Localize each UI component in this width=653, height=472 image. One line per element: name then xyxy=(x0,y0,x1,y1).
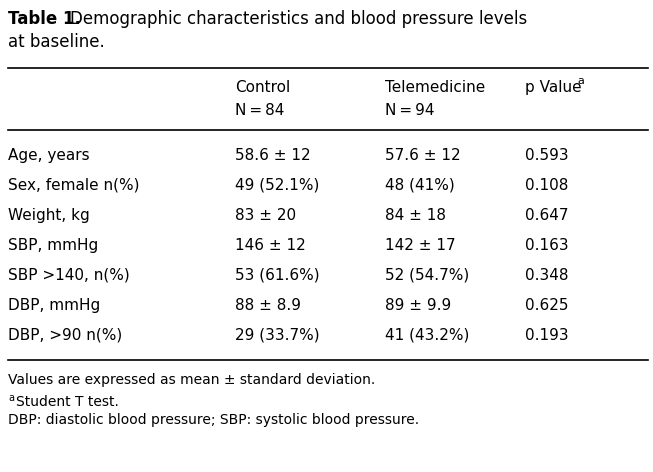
Text: DBP, mmHg: DBP, mmHg xyxy=(8,298,101,313)
Text: 52 (54.7%): 52 (54.7%) xyxy=(385,268,470,283)
Text: Telemedicine: Telemedicine xyxy=(385,80,485,95)
Text: 48 (41%): 48 (41%) xyxy=(385,178,454,193)
Text: 0.108: 0.108 xyxy=(525,178,568,193)
Text: Student T test.: Student T test. xyxy=(16,395,119,409)
Text: 0.193: 0.193 xyxy=(525,328,569,343)
Text: a: a xyxy=(577,76,584,86)
Text: 88 ± 8.9: 88 ± 8.9 xyxy=(235,298,301,313)
Text: 41 (43.2%): 41 (43.2%) xyxy=(385,328,470,343)
Text: 84 ± 18: 84 ± 18 xyxy=(385,208,446,223)
Text: 57.6 ± 12: 57.6 ± 12 xyxy=(385,148,460,163)
Text: 142 ± 17: 142 ± 17 xyxy=(385,238,456,253)
Text: 146 ± 12: 146 ± 12 xyxy=(235,238,306,253)
Text: 89 ± 9.9: 89 ± 9.9 xyxy=(385,298,451,313)
Text: 0.647: 0.647 xyxy=(525,208,569,223)
Text: Age, years: Age, years xyxy=(8,148,89,163)
Text: Weight, kg: Weight, kg xyxy=(8,208,89,223)
Text: 53 (61.6%): 53 (61.6%) xyxy=(235,268,319,283)
Text: 0.625: 0.625 xyxy=(525,298,569,313)
Text: 29 (33.7%): 29 (33.7%) xyxy=(235,328,319,343)
Text: 58.6 ± 12: 58.6 ± 12 xyxy=(235,148,311,163)
Text: DBP: diastolic blood pressure; SBP: systolic blood pressure.: DBP: diastolic blood pressure; SBP: syst… xyxy=(8,413,419,427)
Text: Control: Control xyxy=(235,80,290,95)
Text: N = 84: N = 84 xyxy=(235,103,284,118)
Text: 83 ± 20: 83 ± 20 xyxy=(235,208,296,223)
Text: 49 (52.1%): 49 (52.1%) xyxy=(235,178,319,193)
Text: 0.163: 0.163 xyxy=(525,238,569,253)
Text: N = 94: N = 94 xyxy=(385,103,434,118)
Text: SBP, mmHg: SBP, mmHg xyxy=(8,238,98,253)
Text: DBP, >90 n(%): DBP, >90 n(%) xyxy=(8,328,122,343)
Text: Values are expressed as mean ± standard deviation.: Values are expressed as mean ± standard … xyxy=(8,373,375,387)
Text: Demographic characteristics and blood pressure levels: Demographic characteristics and blood pr… xyxy=(70,10,527,28)
Text: Table 1.: Table 1. xyxy=(8,10,81,28)
Text: Sex, female n(%): Sex, female n(%) xyxy=(8,178,140,193)
Text: p Value: p Value xyxy=(525,80,582,95)
Text: a: a xyxy=(8,393,14,403)
Text: 0.348: 0.348 xyxy=(525,268,569,283)
Text: SBP >140, n(%): SBP >140, n(%) xyxy=(8,268,130,283)
Text: 0.593: 0.593 xyxy=(525,148,569,163)
Text: at baseline.: at baseline. xyxy=(8,33,104,51)
